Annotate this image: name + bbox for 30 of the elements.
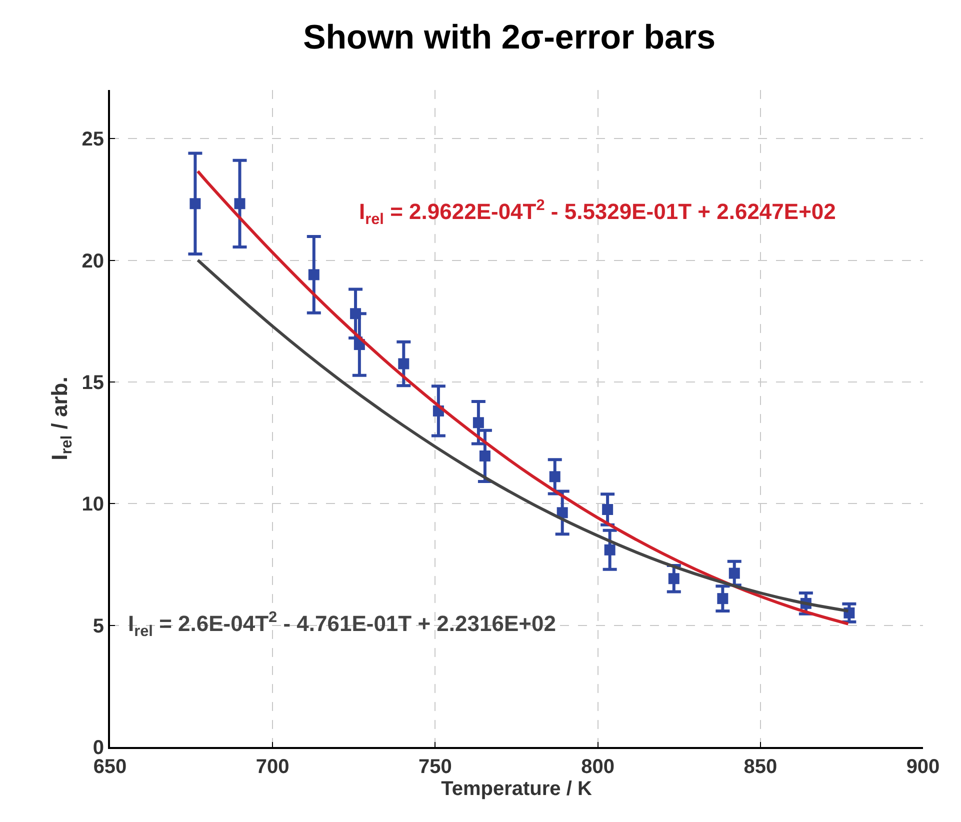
y-tick-label: 25 bbox=[82, 128, 104, 151]
y-tick-label: 20 bbox=[82, 250, 104, 272]
x-tick-label: 650 bbox=[93, 756, 127, 778]
x-tick-label: 800 bbox=[581, 756, 614, 778]
point bbox=[398, 358, 410, 370]
point bbox=[556, 507, 568, 518]
point bbox=[717, 593, 728, 604]
point bbox=[604, 544, 616, 556]
y-tick-label: 0 bbox=[92, 737, 104, 759]
x-tick-label: 850 bbox=[744, 756, 778, 778]
point bbox=[472, 417, 484, 428]
point bbox=[728, 568, 740, 579]
y-tick-label: 5 bbox=[92, 615, 104, 638]
annotation: I$_{rel}$ = 2.9622E-04T$^{2}$ - 5.5329E-01T + 2.6247E+02 bbox=[359, 197, 836, 228]
point bbox=[350, 308, 362, 320]
chart-title: Shown with 2σ-error bars bbox=[303, 18, 716, 56]
point bbox=[190, 198, 201, 210]
y-tick-label: 15 bbox=[82, 372, 104, 394]
x-tick-label: 700 bbox=[256, 756, 290, 778]
annotation: I$_{rel}$ = 2.6E-04T$^{2}$ - 4.761E-01T + 2.2316E+02 bbox=[128, 609, 556, 640]
point bbox=[602, 504, 614, 516]
point bbox=[549, 471, 560, 482]
point bbox=[234, 198, 246, 210]
x-tick-label: 750 bbox=[418, 756, 452, 778]
point bbox=[668, 573, 680, 584]
x-tick-label: 900 bbox=[906, 756, 940, 778]
y-tick-label: 10 bbox=[82, 494, 104, 516]
x-axis-title: Temperature / K bbox=[441, 778, 592, 800]
point bbox=[308, 269, 320, 280]
point bbox=[479, 450, 490, 462]
